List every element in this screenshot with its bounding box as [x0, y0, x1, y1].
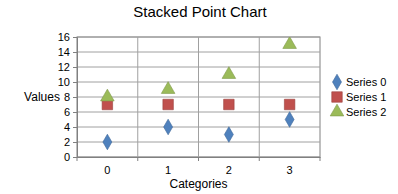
y-tick-mark — [73, 157, 77, 158]
legend: Series 0 Series 1 Series 2 — [330, 74, 386, 118]
y-axis-title: Values — [24, 90, 60, 104]
y-tick: 0 — [64, 151, 77, 163]
x-boundary-tick — [259, 157, 260, 161]
y-tick-mark — [73, 67, 77, 68]
legend-label: Series 1 — [346, 91, 386, 103]
y-tick-label: 10 — [58, 76, 70, 88]
x-tick: 0 — [104, 157, 110, 176]
grid-line-x — [198, 37, 199, 157]
y-tick-label: 2 — [64, 136, 70, 148]
x-tick-label: 3 — [287, 164, 293, 176]
x-axis-title: Categories — [169, 177, 227, 191]
point — [224, 127, 233, 143]
y-axis: 0 2 4 6 8 10 12 14 16 — [58, 31, 78, 163]
x-tick-label: 0 — [104, 164, 110, 176]
y-tick-mark — [73, 82, 77, 83]
point — [164, 119, 173, 135]
point — [222, 67, 236, 79]
y-tick-mark — [73, 52, 77, 53]
x-tick: 1 — [165, 157, 171, 176]
series — [101, 37, 297, 101]
legend-marker — [332, 92, 342, 102]
y-tick-label: 16 — [58, 31, 70, 43]
y-tick: 14 — [58, 46, 77, 58]
plot-frame — [77, 37, 320, 157]
point — [285, 112, 294, 128]
series — [102, 99, 295, 109]
grid-line-x — [259, 37, 260, 157]
legend-label: Series 0 — [346, 76, 386, 88]
x-tick-label: 1 — [165, 164, 171, 176]
x-axis: 0 1 2 3 — [78, 157, 321, 176]
point — [224, 99, 234, 109]
grid — [77, 37, 320, 157]
point — [103, 134, 112, 150]
series — [103, 112, 294, 150]
y-tick: 12 — [58, 61, 77, 73]
title: Stacked Point Chart — [133, 3, 267, 20]
y-tick-mark — [73, 112, 77, 113]
plot-marks — [101, 37, 297, 150]
x-boundary-tick — [137, 157, 138, 161]
y-tick-mark — [73, 127, 77, 128]
y-tick-label: 8 — [64, 91, 70, 103]
y-tick-mark — [73, 142, 77, 143]
x-tick: 3 — [287, 157, 293, 176]
grid-line-x — [137, 37, 138, 157]
y-tick-label: 14 — [58, 46, 70, 58]
y-tick: 2 — [64, 136, 77, 148]
y-tick-label: 6 — [64, 106, 70, 118]
y-tick: 16 — [58, 31, 77, 43]
y-axis-line — [73, 38, 78, 158]
legend-marker — [333, 74, 342, 90]
y-tick-mark — [73, 97, 77, 98]
point — [161, 82, 175, 94]
legend-marker — [330, 104, 344, 116]
y-tick: 6 — [64, 106, 77, 118]
x-boundary-tick — [320, 157, 321, 161]
x-boundary-tick — [77, 157, 78, 161]
x-boundary-tick — [198, 157, 199, 161]
x-tick: 2 — [226, 157, 232, 176]
y-tick: 10 — [58, 76, 77, 88]
point — [283, 37, 297, 48]
point — [284, 99, 294, 109]
y-tick: 4 — [64, 121, 77, 133]
y-tick-mark — [73, 37, 77, 38]
y-tick-label: 0 — [64, 151, 70, 163]
x-tick-label: 2 — [226, 164, 232, 176]
point — [101, 89, 115, 101]
point — [163, 99, 173, 109]
y-tick: 8 — [64, 91, 77, 103]
y-tick-label: 4 — [64, 121, 70, 133]
chart: Stacked Point Chart02468101214160123Cate… — [0, 0, 398, 194]
y-tick-label: 12 — [58, 61, 70, 73]
legend-label: Series 2 — [346, 106, 386, 118]
